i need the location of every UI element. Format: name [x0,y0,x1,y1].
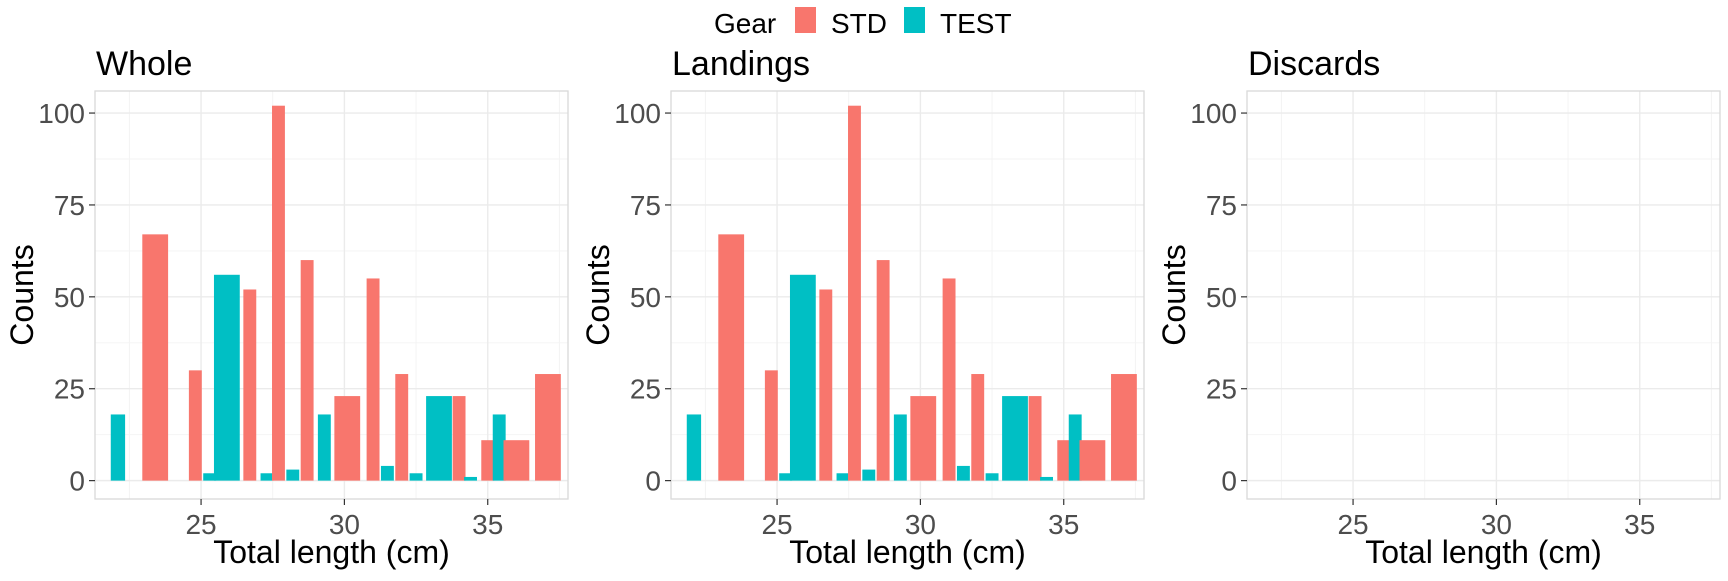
bar-test [862,469,876,481]
bar-test [836,473,850,481]
legend-key-test [904,7,925,33]
bar-test [1002,396,1028,481]
y-tick-label: 75 [1206,190,1237,221]
bar-test [409,473,423,481]
bar-std [272,105,285,481]
y-tick-label: 0 [645,466,661,497]
bar-std [971,374,985,481]
bar-std [334,396,361,481]
x-axis-title: Total length (cm) [213,534,450,570]
panel-frame [1246,90,1721,500]
bar-std [942,278,956,481]
y-tick-label: 0 [69,466,85,497]
bar-test [893,414,907,481]
legend-title: Gear [714,8,776,39]
bar-test [286,469,300,481]
bar-std [1057,440,1071,481]
bar-std [395,374,409,481]
y-tick-label: 50 [630,282,661,313]
panel-discards: 0 25 50 75 100 25 30 35 Discards Total length (cm… [1156,45,1721,570]
panel-frame [670,90,1145,500]
bar-test [1040,476,1053,481]
bar-test [260,473,274,481]
bar-test [317,414,331,481]
bar-std [819,289,833,481]
bar-std [718,234,745,481]
panel-title-whole: Whole [96,45,192,83]
bar-test [1068,414,1082,481]
y-tick-label: 50 [54,282,85,313]
y-tick-label: 25 [630,374,661,405]
bar-std [503,440,530,481]
bar-test [380,465,394,481]
bar-std [452,396,466,481]
x-tick-label: 35 [472,509,503,540]
panels: 0 25 50 75 100 25 30 35 Whole Total length (cm) Co… [4,45,1721,570]
bar-test [213,274,240,481]
y-tick-label: 75 [54,190,85,221]
y-axis-title: Counts [580,244,616,345]
bar-std [1111,374,1137,481]
x-tick-label: 25 [185,509,216,540]
bar-std [243,289,257,481]
panel-frame [94,90,569,500]
bar-std [535,374,561,481]
panel-whole: 0 25 50 75 100 25 30 35 Whole Total length (cm) Co… [4,45,569,570]
bar-std [848,105,861,481]
bar-std [142,234,169,481]
bar-std [910,396,937,481]
y-tick-label: 100 [38,98,85,129]
bar-std [481,440,495,481]
bar-std [764,370,778,481]
x-tick-label: 35 [1048,509,1079,540]
y-tick-label: 25 [54,374,85,405]
bar-test [203,473,217,481]
bar-test [464,476,477,481]
y-tick-label: 75 [630,190,661,221]
x-tick-label: 30 [905,509,936,540]
bar-test [110,414,126,481]
x-axis-title: Total length (cm) [1365,534,1602,570]
x-tick-label: 35 [1624,509,1655,540]
bar-test [985,473,999,481]
y-tick-label: 100 [1190,98,1237,129]
y-tick-label: 0 [1221,466,1237,497]
x-tick-label: 25 [761,509,792,540]
bar-test [426,396,452,481]
y-tick-label: 50 [1206,282,1237,313]
bar-test [492,414,506,481]
panel-title-landings: Landings [672,45,810,83]
y-axis-title: Counts [4,244,40,345]
bar-test [686,414,702,481]
bar-std [300,260,314,481]
bar-test [789,274,816,481]
bar-std [366,278,380,481]
legend: Gear STD TEST [714,7,1012,39]
bar-std [876,260,890,481]
legend-label-std: STD [831,8,887,39]
panel-title-discards: Discards [1248,45,1380,83]
legend-key-std [795,7,816,33]
y-tick-label: 25 [1206,374,1237,405]
x-tick-label: 30 [329,509,360,540]
y-axis-title: Counts [1156,244,1192,345]
bar-test [779,473,793,481]
bar-std [1028,396,1042,481]
bar-std [1079,440,1106,481]
y-tick-label: 100 [614,98,661,129]
x-tick-label: 25 [1337,509,1368,540]
bar-test [956,465,970,481]
bar-std [188,370,202,481]
x-axis-title: Total length (cm) [789,534,1026,570]
legend-label-test: TEST [940,8,1012,39]
panel-landings: 0 25 50 75 100 25 30 35 Landings Total length (cm… [580,45,1145,570]
x-tick-label: 30 [1481,509,1512,540]
